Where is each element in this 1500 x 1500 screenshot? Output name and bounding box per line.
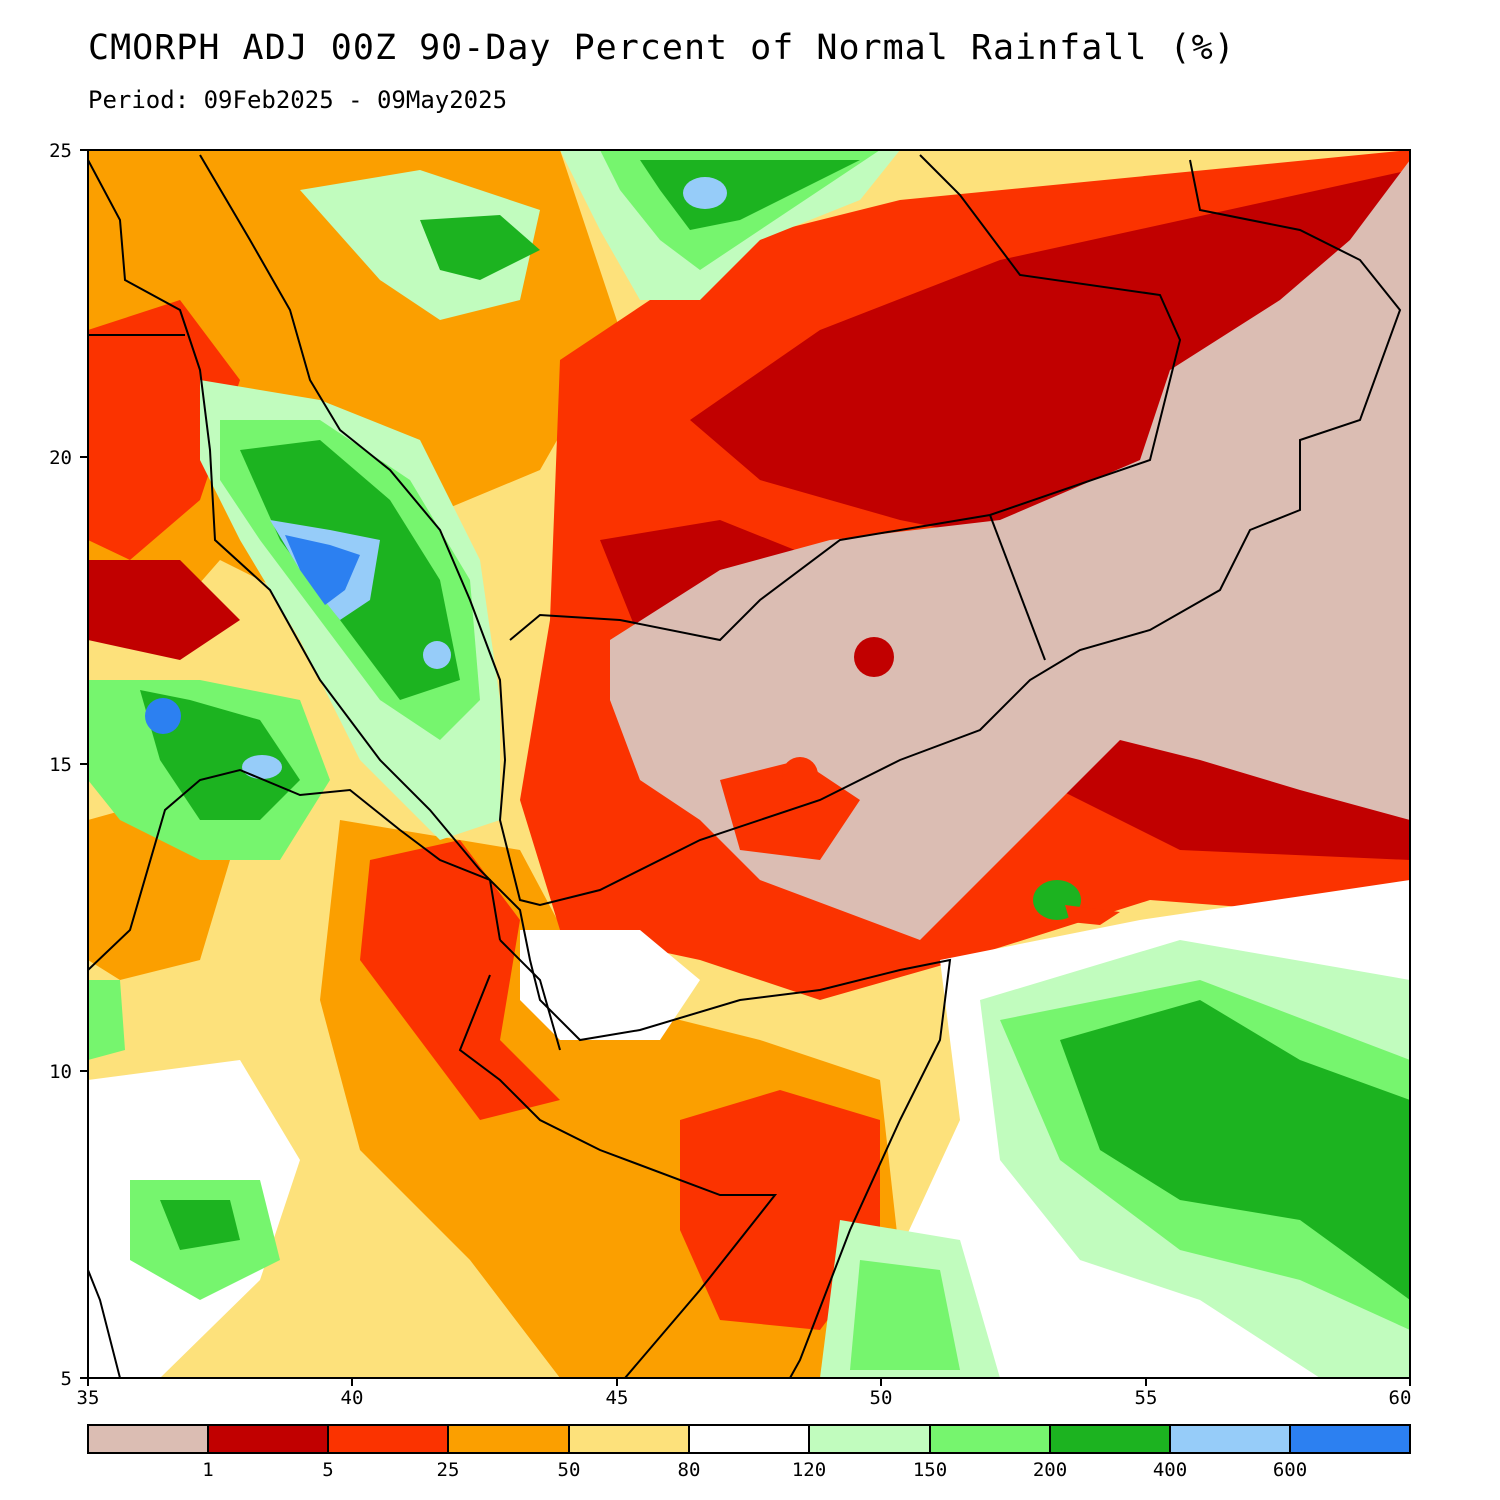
chart-title: CMORPH ADJ 00Z 90-Day Percent of Normal … [88, 28, 1236, 68]
coastlines [88, 154, 1402, 1378]
legend-label: 600 [1273, 1459, 1307, 1481]
lon-tick-label: 40 [341, 1387, 364, 1409]
lat-axis [80, 149, 88, 1379]
legend-swatch [328, 1425, 448, 1453]
lat-tick-label: 10 [49, 1061, 72, 1083]
legend-label: 5 [322, 1459, 333, 1481]
lat-tick-label: 20 [49, 447, 72, 469]
lon-tick-label: 35 [77, 1387, 100, 1409]
legend-swatch [88, 1425, 208, 1453]
lon-tick-label: 55 [1135, 1387, 1158, 1409]
rainfall-field [88, 150, 1410, 1378]
lon-tick-label: 45 [606, 1387, 629, 1409]
legend-swatch [208, 1425, 328, 1453]
lat-tick-label: 25 [49, 140, 72, 162]
legend-swatch [1290, 1425, 1410, 1453]
lat-tick-label: 15 [49, 754, 72, 776]
legend-swatch [569, 1425, 689, 1453]
legend-swatch [1050, 1425, 1170, 1453]
legend-colorbar [87, 1424, 1411, 1454]
legend-label: 200 [1033, 1459, 1067, 1481]
lon-axis [87, 1378, 1411, 1386]
lon-tick-label: 50 [870, 1387, 893, 1409]
lat-tick-label: 5 [61, 1368, 72, 1390]
legend-swatch [809, 1425, 930, 1453]
legend-label: 150 [913, 1459, 947, 1481]
legend-label: 50 [558, 1459, 581, 1481]
legend-swatch [448, 1425, 569, 1453]
legend-label: 25 [437, 1459, 460, 1481]
legend-swatch [689, 1425, 809, 1453]
legend-label: 1 [202, 1459, 213, 1481]
legend-label: 80 [678, 1459, 701, 1481]
period-subtitle: Period: 09Feb2025 - 09May2025 [88, 86, 508, 114]
legend-label: 120 [792, 1459, 826, 1481]
lon-tick-label: 60 [1389, 1387, 1412, 1409]
legend-label: 400 [1153, 1459, 1187, 1481]
legend-swatch [1170, 1425, 1290, 1453]
legend-swatch [930, 1425, 1050, 1453]
